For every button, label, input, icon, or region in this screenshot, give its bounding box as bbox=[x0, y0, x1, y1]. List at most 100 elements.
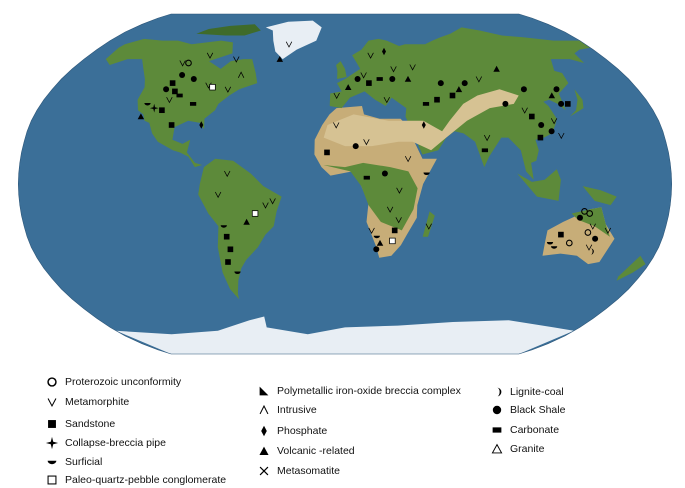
metamorphite-marker bbox=[604, 227, 612, 235]
black-shale-marker bbox=[520, 86, 527, 93]
legend-item-phosphate: Phosphate bbox=[256, 423, 327, 439]
legend-item-volcanic-related: Volcanic -related bbox=[256, 443, 355, 459]
metamorphite-marker bbox=[224, 170, 231, 178]
metamorphite-marker bbox=[214, 191, 222, 199]
black-shale-marker bbox=[354, 76, 361, 82]
metamorphite-marker bbox=[224, 86, 232, 93]
legend-label: Sandstone bbox=[65, 418, 116, 430]
black-shale-marker bbox=[437, 80, 444, 87]
sandstone-marker bbox=[225, 259, 231, 265]
volcanic-related-marker bbox=[376, 239, 384, 246]
black-shale-marker bbox=[592, 235, 599, 242]
volcanic-related-marker bbox=[404, 75, 412, 82]
map-outline bbox=[17, 13, 673, 355]
legend-label: Black Shale bbox=[510, 404, 566, 416]
surficial-marker bbox=[546, 242, 554, 245]
metamorphite-marker bbox=[395, 217, 402, 224]
volcanic-related-marker bbox=[276, 55, 284, 62]
lignite-coal-icon bbox=[497, 387, 502, 397]
metamorphite-marker bbox=[521, 107, 528, 114]
metamorphite-marker bbox=[396, 187, 403, 194]
sandstone-marker bbox=[168, 122, 175, 128]
proterozoic-unconformity-marker bbox=[586, 210, 594, 217]
sandstone-marker bbox=[159, 107, 165, 114]
black-shale-marker bbox=[538, 122, 545, 128]
surficial-marker bbox=[144, 102, 151, 106]
surficial-marker bbox=[234, 271, 241, 275]
proterozoic-unconformity-marker bbox=[565, 239, 573, 247]
volcanic-related-icon bbox=[259, 446, 269, 455]
metamorphite-marker bbox=[262, 202, 269, 209]
black-shale-marker bbox=[558, 100, 565, 107]
metamorphite-marker bbox=[483, 134, 491, 142]
metamorphite-marker bbox=[425, 223, 432, 230]
surficial-marker bbox=[423, 172, 430, 176]
black-shale-marker bbox=[389, 76, 396, 82]
metamorphite-marker bbox=[475, 76, 483, 83]
metamorphite-marker bbox=[333, 122, 340, 129]
legend-label: Granite bbox=[510, 443, 545, 455]
madagascar-landmass bbox=[422, 211, 435, 237]
black-shale-marker bbox=[163, 86, 170, 93]
metamorphite-marker bbox=[363, 139, 370, 146]
carbonate-marker bbox=[481, 148, 489, 153]
metamorphite-marker bbox=[285, 41, 293, 48]
sandstone-marker bbox=[169, 80, 176, 86]
phosphate-marker bbox=[382, 47, 386, 56]
metamorphite-marker bbox=[368, 227, 375, 235]
proterozoic-unconformity-marker bbox=[584, 229, 592, 236]
volcanic-related-marker bbox=[455, 86, 463, 93]
metamorphite-marker bbox=[386, 206, 394, 213]
metamorphite-marker bbox=[404, 156, 412, 163]
antarctica-landmass bbox=[116, 316, 574, 354]
lignite-coal-marker bbox=[590, 248, 594, 255]
legend-label: Carbonate bbox=[510, 424, 560, 436]
black-shale-marker bbox=[577, 214, 583, 221]
black-shale-marker bbox=[553, 86, 560, 93]
metamorphite-marker bbox=[550, 118, 558, 125]
carbonate-marker bbox=[189, 102, 197, 106]
carbonate-icon bbox=[492, 427, 502, 433]
legend-label: Collapse-breccia pipe bbox=[65, 437, 166, 449]
carbonate-marker bbox=[176, 93, 183, 98]
legend-item-carbonate: Carbonate bbox=[489, 422, 559, 438]
central-africa-forest-landmass bbox=[323, 162, 418, 231]
black-shale-marker bbox=[548, 128, 555, 135]
sandstone-marker bbox=[391, 227, 398, 234]
south-america-landmass bbox=[198, 158, 282, 300]
legend-label: Proterozoic unconformity bbox=[65, 376, 182, 388]
metamorphite-marker bbox=[585, 244, 593, 251]
sahara-arabia-desert-landmass bbox=[323, 89, 519, 151]
legend-label: Metasomatite bbox=[277, 465, 341, 477]
volcanic-related-marker bbox=[344, 84, 352, 91]
legend-label: Volcanic -related bbox=[277, 445, 355, 457]
metamorphite-marker bbox=[409, 64, 416, 71]
legend-item-black-shale: Black Shale bbox=[489, 402, 565, 418]
black-shale-marker bbox=[461, 80, 468, 87]
volcanic-related-marker bbox=[493, 65, 500, 72]
black-shale-marker bbox=[179, 72, 186, 78]
legend-item-granite: Granite bbox=[489, 441, 544, 457]
world-map bbox=[17, 13, 673, 355]
land-masses bbox=[105, 20, 646, 354]
surficial-icon bbox=[47, 460, 57, 465]
metamorphite-icon bbox=[47, 398, 57, 408]
legend-item-surficial: Surficial bbox=[44, 454, 102, 470]
volcanic-related-marker bbox=[548, 92, 556, 99]
intrusive-marker bbox=[237, 71, 245, 78]
carbonate-marker bbox=[363, 175, 370, 180]
legend-item-lignite-coal: Lignite-coal bbox=[489, 384, 564, 400]
surficial-marker bbox=[373, 235, 380, 239]
sandstone-marker bbox=[227, 246, 234, 253]
metamorphite-marker bbox=[206, 52, 214, 59]
ocean bbox=[18, 14, 672, 354]
legend-label: Surficial bbox=[65, 456, 103, 468]
sumatra-borneo-landmass bbox=[517, 169, 561, 201]
deposit-markers bbox=[137, 41, 612, 275]
paleo-quartz-pebble-conglomerate-icon bbox=[47, 475, 57, 485]
proterozoic-unconformity-icon bbox=[47, 377, 57, 387]
volcanic-related-marker bbox=[243, 218, 250, 225]
metamorphite-marker bbox=[179, 60, 186, 67]
sandstone-marker bbox=[528, 113, 535, 120]
sandstone-marker bbox=[366, 80, 372, 86]
